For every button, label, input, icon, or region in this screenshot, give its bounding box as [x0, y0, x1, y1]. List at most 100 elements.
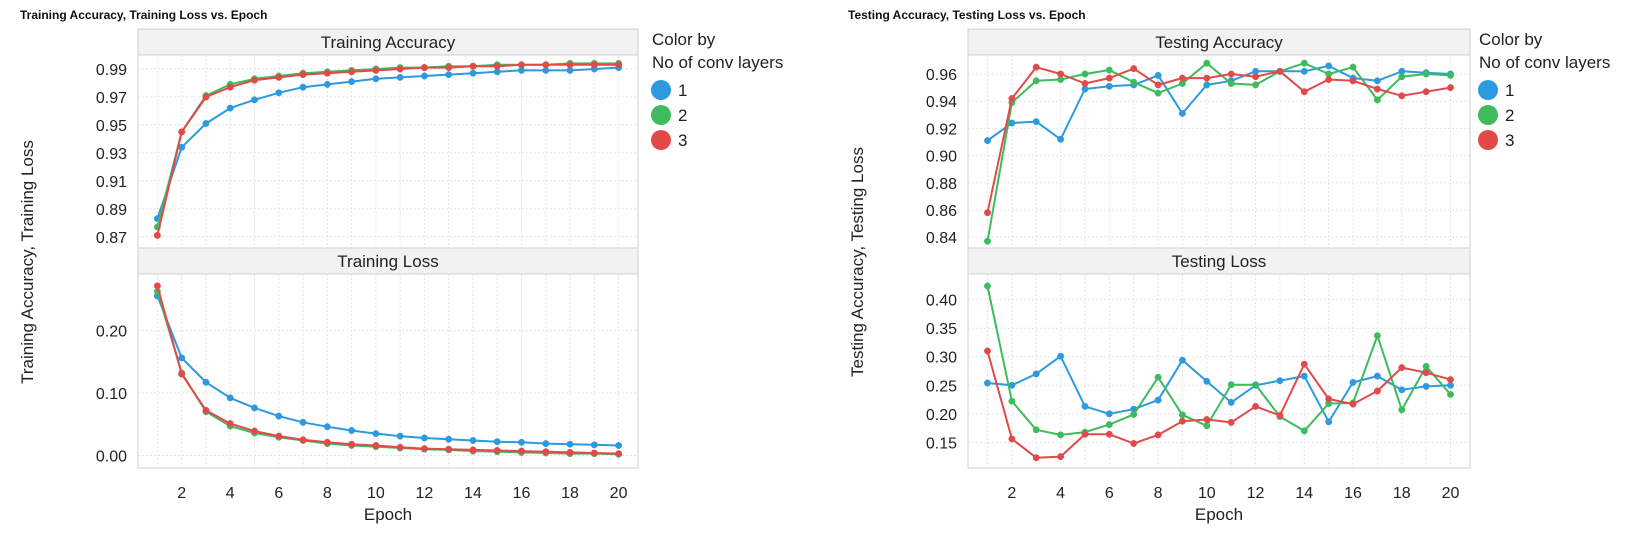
data-point-1: [1032, 118, 1040, 126]
series-3-layers: [984, 63, 1454, 217]
data-point-3: [542, 448, 550, 456]
data-point-3: [275, 432, 283, 440]
x-tick-label: 10: [367, 485, 385, 502]
data-point-3: [1105, 74, 1113, 82]
chart-title: Training Accuracy, Training Loss vs. Epo…: [20, 8, 267, 22]
data-point-3: [615, 61, 623, 69]
y-tick-label: 0.40: [926, 293, 957, 310]
series-1-layers: [153, 64, 623, 223]
data-point-3: [1349, 77, 1357, 85]
data-point-2: [1130, 78, 1138, 86]
legend-swatch: [1478, 105, 1498, 125]
legend-swatch: [651, 130, 671, 150]
legend-title-line2: No of conv layers: [1479, 53, 1610, 72]
series-testing-loss: [984, 282, 1454, 462]
legend-label: 2: [1505, 106, 1514, 125]
data-point-3: [469, 62, 477, 70]
data-point-1: [590, 441, 598, 449]
data-point-3: [1130, 65, 1138, 73]
y-tick-labels-training-accuracy: 0.87 0.89 0.91 0.93 0.95 0.97 0.99: [96, 62, 127, 247]
x-tick-label: 4: [226, 485, 235, 502]
y-tick-label: 0.92: [926, 121, 957, 138]
data-point-1: [348, 78, 356, 86]
data-point-1: [323, 423, 331, 431]
data-point-3: [1154, 431, 1162, 439]
data-point-2: [984, 282, 991, 290]
data-point-3: [1227, 70, 1235, 78]
data-point-2: [1105, 421, 1113, 429]
data-point-2: [1398, 73, 1406, 81]
data-point-2: [1154, 373, 1162, 381]
data-point-3: [493, 62, 501, 70]
legend-swatch: [1478, 80, 1498, 100]
data-point-3: [348, 440, 356, 448]
data-point-3: [590, 449, 598, 457]
data-point-3: [469, 446, 477, 454]
data-point-2: [1300, 427, 1308, 435]
series-3-layers: [153, 282, 623, 458]
series-line-2: [986, 285, 1452, 436]
data-point-1: [372, 75, 380, 83]
data-point-1: [493, 438, 501, 446]
series-2-layers: [984, 59, 1454, 245]
data-point-1: [202, 378, 210, 386]
x-tick-label: 18: [1393, 485, 1411, 502]
y-tick-label: 0.97: [96, 90, 127, 107]
data-point-3: [1130, 440, 1138, 447]
data-point-1: [1081, 402, 1089, 410]
data-point-1: [1300, 372, 1308, 380]
data-point-1: [202, 120, 210, 127]
data-point-3: [984, 209, 991, 217]
data-point-1: [396, 432, 404, 440]
data-point-3: [226, 83, 234, 91]
y-tick-label: 0.25: [926, 378, 957, 395]
series-3-layers: [984, 347, 1454, 462]
gridlines: [968, 55, 1470, 468]
data-point-3: [1252, 73, 1260, 81]
data-point-1: [1154, 71, 1162, 79]
series-1-layers: [153, 292, 623, 449]
data-point-2: [1252, 81, 1260, 89]
y-tick-label: 0.00: [96, 448, 127, 465]
data-point-3: [396, 443, 404, 451]
data-point-3: [1008, 435, 1016, 443]
data-point-3: [251, 76, 258, 84]
data-point-3: [445, 445, 453, 453]
data-point-2: [1227, 381, 1235, 389]
data-point-1: [445, 71, 453, 79]
data-point-1: [1373, 77, 1381, 85]
legend-label: 1: [678, 81, 687, 100]
legend-label: 2: [678, 106, 687, 125]
series-2-layers: [984, 282, 1454, 439]
y-tick-labels-testing-accuracy: 0.84 0.86 0.88 0.90 0.92 0.94 0.96: [926, 67, 957, 247]
series-3-layers: [153, 61, 623, 239]
legend-item-2: 2: [651, 105, 687, 125]
legend-title-line2: No of conv layers: [652, 53, 783, 72]
data-point-1: [1178, 109, 1186, 117]
data-point-2: [1057, 431, 1065, 439]
x-tick-label: 8: [323, 485, 332, 502]
data-point-2: [1447, 390, 1454, 398]
data-point-1: [275, 412, 283, 420]
data-point-2: [1373, 332, 1381, 340]
data-point-1: [1300, 67, 1308, 75]
data-point-3: [1398, 92, 1406, 100]
data-point-1: [984, 137, 991, 145]
legend-swatch: [1478, 130, 1498, 150]
data-point-3: [984, 347, 991, 355]
data-point-3: [1178, 417, 1186, 425]
data-point-1: [299, 418, 307, 426]
data-point-1: [323, 80, 331, 88]
legend-item-1: 1: [651, 80, 687, 100]
data-point-1: [1154, 396, 1162, 404]
x-tick-label: 14: [1295, 485, 1313, 502]
data-point-2: [1349, 63, 1357, 71]
training-chart: Training Accuracy, Training Loss vs. Epo…: [18, 8, 783, 524]
data-point-1: [1227, 398, 1235, 406]
legend: Color by No of conv layers 1 2 3: [651, 30, 783, 150]
data-point-3: [1203, 416, 1211, 423]
data-point-3: [1032, 454, 1040, 462]
data-point-1: [1325, 62, 1333, 70]
data-point-1: [984, 379, 991, 387]
